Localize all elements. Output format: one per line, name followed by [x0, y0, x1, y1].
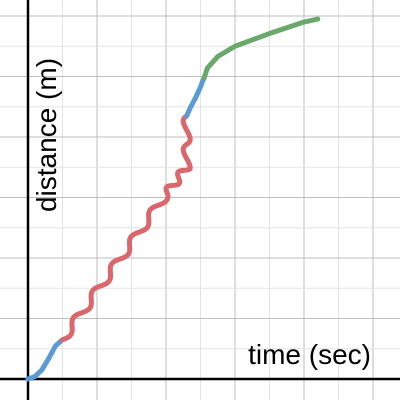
- y-axis-label: distance (m): [31, 58, 62, 212]
- series-group: [25, 16, 321, 382]
- x-axis-label: time (sec): [248, 339, 371, 370]
- series-line-3: [184, 75, 207, 119]
- series-line-2: [60, 113, 193, 343]
- series-line-4: [201, 16, 321, 81]
- series-line-1: [25, 337, 65, 382]
